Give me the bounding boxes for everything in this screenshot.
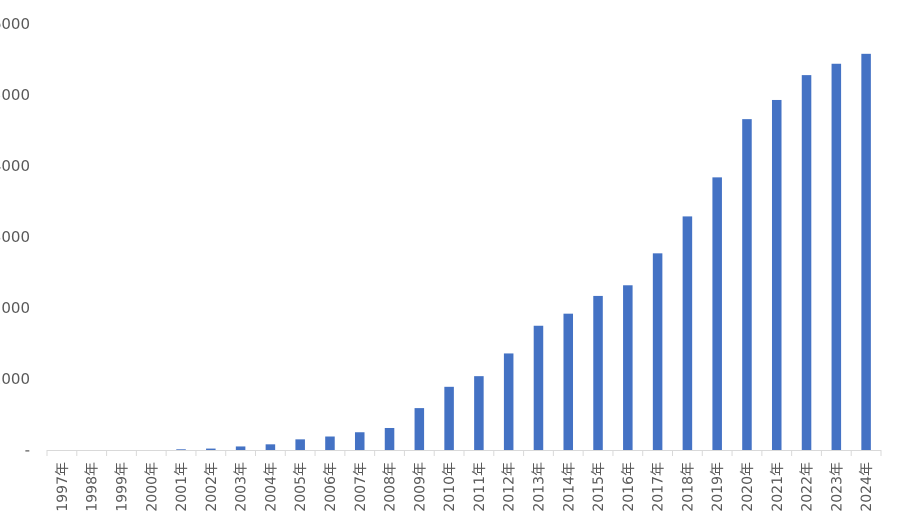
y-tick-label: 4000 xyxy=(0,157,30,175)
x-tick-label: 2014年 xyxy=(561,462,577,512)
x-tick-label: 2022年 xyxy=(800,462,816,512)
y-tick-label: - xyxy=(25,441,30,459)
bar xyxy=(533,325,544,450)
y-tick-label: 3000 xyxy=(0,228,30,246)
x-tick-label: 2018年 xyxy=(680,462,696,512)
x-tick-label: 2004年 xyxy=(263,462,279,512)
bar xyxy=(771,99,782,450)
bar xyxy=(563,313,574,450)
x-tick-label: 2016年 xyxy=(621,462,637,512)
y-tick-label: 1000 xyxy=(0,370,30,388)
y-tick-label: 6000 xyxy=(0,15,30,33)
x-tick-label: 2006年 xyxy=(323,462,339,512)
x-tick-label: 2017年 xyxy=(651,462,667,512)
bar xyxy=(652,253,663,450)
x-tick-label: 2005年 xyxy=(293,462,309,512)
x-tick-label: 2020年 xyxy=(740,462,756,512)
bar xyxy=(235,446,246,450)
x-tick-label: 1997年 xyxy=(55,462,71,512)
x-tick-label: 2009年 xyxy=(412,462,428,512)
y-tick-label: 5000 xyxy=(0,86,30,104)
bar xyxy=(206,448,216,450)
x-tick-label: 2011年 xyxy=(472,462,488,512)
bar xyxy=(354,432,365,450)
x-tick-label: 2023年 xyxy=(829,462,845,512)
x-tick-label: 2010年 xyxy=(442,462,458,512)
x-tick-label: 2002年 xyxy=(204,462,220,512)
bar xyxy=(742,119,752,450)
bar xyxy=(265,444,276,450)
bar-series xyxy=(176,53,871,451)
bar xyxy=(176,449,186,450)
bar xyxy=(801,75,812,451)
bar xyxy=(474,376,484,450)
bar xyxy=(384,427,395,450)
y-axis-tick-labels: - 1000 2000 3000 4000 5000 6000 xyxy=(0,15,30,459)
x-tick-label: 2015年 xyxy=(591,462,607,512)
bar xyxy=(623,285,633,450)
bar xyxy=(682,216,693,450)
bar xyxy=(325,436,335,450)
x-axis-tick-labels: 1997年 1998年 1999年 2000年 2001年 2002年 2003年 2004年… xyxy=(55,462,875,512)
x-tick-label: 2000年 xyxy=(144,462,160,512)
x-tick-label: 2021年 xyxy=(770,462,786,512)
x-tick-label: 2003年 xyxy=(234,462,250,512)
bar xyxy=(414,408,425,450)
bar xyxy=(831,63,842,450)
x-tick-label: 1999年 xyxy=(114,462,130,512)
bar xyxy=(295,439,305,450)
bar xyxy=(861,53,871,450)
x-tick-label: 2007年 xyxy=(353,462,369,512)
x-tick-label: 2001年 xyxy=(174,462,190,512)
x-tick-label: 2008年 xyxy=(383,462,399,512)
x-axis-ticks xyxy=(46,450,882,456)
x-tick-label: 2019年 xyxy=(710,462,726,512)
bar xyxy=(503,353,514,450)
x-tick-label: 1998年 xyxy=(85,462,101,512)
x-tick-label: 2024年 xyxy=(859,462,875,512)
bar xyxy=(712,177,722,451)
bar xyxy=(444,386,454,450)
x-tick-label: 2012年 xyxy=(502,462,518,512)
x-tick-label: 2013年 xyxy=(531,462,547,512)
bar xyxy=(593,295,603,450)
y-tick-label: 2000 xyxy=(0,299,30,317)
